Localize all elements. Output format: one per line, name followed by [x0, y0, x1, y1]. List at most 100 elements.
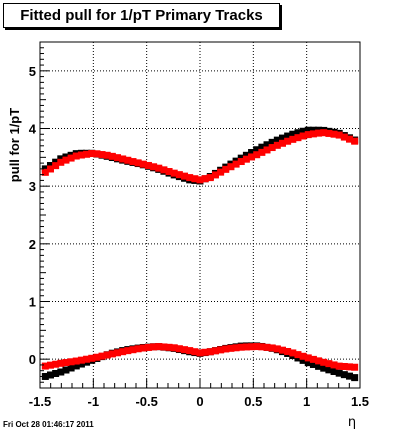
y-tick-label: 5: [29, 64, 36, 79]
data-point: [299, 352, 307, 360]
data-point: [191, 175, 199, 183]
data-point: [242, 155, 250, 163]
grid-lines: [40, 42, 360, 388]
data-point: [237, 343, 245, 351]
data-point: [273, 141, 281, 149]
data-point: [273, 345, 281, 353]
data-point: [191, 348, 199, 356]
data-point: [46, 361, 54, 369]
data-point: [41, 168, 49, 176]
footer-timestamp: Fri Oct 28 01:46:17 2011: [3, 420, 94, 429]
y-tick-label: 3: [29, 179, 36, 194]
data-point: [155, 343, 163, 351]
data-point: [217, 168, 225, 176]
data-point: [253, 343, 261, 351]
data-point: [242, 151, 250, 159]
data-point: [98, 352, 106, 360]
data-point: [77, 151, 85, 159]
data-point: [186, 347, 194, 355]
data-point: [304, 359, 312, 367]
series-1: [41, 129, 359, 184]
data-point: [335, 369, 343, 377]
data-point: [62, 366, 70, 374]
data-point: [320, 129, 328, 137]
data-point: [72, 357, 80, 365]
data-point: [335, 131, 343, 139]
data-point: [258, 148, 266, 156]
data-point: [150, 343, 158, 351]
data-point: [253, 151, 261, 159]
data-point: [340, 362, 348, 370]
data-point: [330, 130, 338, 138]
data-point: [170, 344, 178, 352]
data-point: [294, 134, 302, 142]
data-point: [289, 130, 297, 138]
data-point: [129, 346, 137, 354]
data-point: [124, 347, 132, 355]
data-point: [340, 133, 348, 141]
data-point: [186, 174, 194, 182]
data-point: [237, 158, 245, 166]
data-point: [103, 151, 111, 159]
data-point: [315, 357, 323, 365]
data-point: [222, 345, 230, 353]
data-point: [77, 356, 85, 364]
data-point: [248, 343, 256, 351]
data-point: [309, 126, 317, 134]
data-point: [62, 156, 70, 164]
data-point: [325, 366, 333, 374]
data-point: [268, 138, 276, 146]
data-point: [253, 146, 261, 154]
data-point: [299, 132, 307, 140]
data-point: [263, 146, 271, 154]
y-tick-label: 2: [29, 237, 36, 252]
data-point: [83, 355, 91, 363]
data-point: [211, 171, 219, 179]
data-point: [46, 165, 54, 173]
data-point: [320, 358, 328, 366]
data-point: [52, 360, 60, 368]
data-point: [278, 134, 286, 142]
y-tick-label: 1: [29, 295, 36, 310]
data-point: [299, 356, 307, 364]
data-point: [134, 345, 142, 353]
data-point: [294, 351, 302, 359]
data-point: [232, 344, 240, 352]
data-point: [294, 129, 302, 137]
data-point: [346, 363, 354, 371]
data-point: [124, 156, 132, 164]
data-point: [351, 374, 359, 382]
data-point: [129, 158, 137, 166]
data-point: [325, 360, 333, 368]
data-point: [196, 176, 204, 184]
data-point: [242, 343, 250, 351]
data-point: [268, 144, 276, 152]
data-point: [181, 346, 189, 354]
data-point: [175, 345, 183, 353]
data-point: [206, 174, 214, 182]
data-point: [201, 175, 209, 183]
data-point: [67, 358, 75, 366]
data-points: [41, 126, 359, 382]
x-axis-label: η: [348, 415, 356, 430]
data-point: [77, 360, 85, 368]
data-point: [289, 135, 297, 143]
data-point: [346, 372, 354, 380]
data-point: [108, 350, 116, 358]
data-point: [114, 154, 122, 162]
series-3: [41, 343, 359, 371]
chart-title-box: Fitted pull for 1/pT Primary Tracks: [3, 3, 280, 28]
data-point: [263, 141, 271, 149]
data-point: [263, 343, 271, 351]
data-point: [227, 344, 235, 352]
data-point: [139, 344, 147, 352]
data-point: [108, 152, 116, 160]
x-tick-label: 0: [196, 394, 203, 409]
y-tick-label: 4: [29, 122, 37, 137]
data-point: [304, 126, 312, 134]
data-point: [330, 368, 338, 376]
data-point: [278, 346, 286, 354]
data-point: [67, 364, 75, 372]
data-point: [227, 163, 235, 171]
